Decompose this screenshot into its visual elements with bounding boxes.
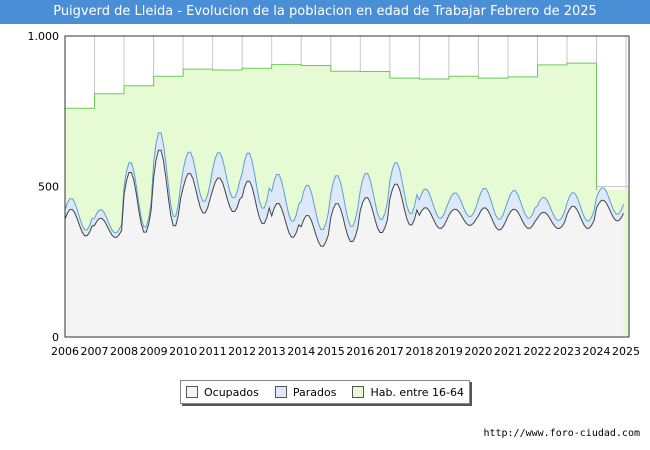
x-tick-label: 2016	[346, 345, 374, 358]
series-hab-line	[65, 62, 598, 190]
x-tick-label: 2021	[494, 345, 522, 358]
x-tick-label: 2023	[553, 345, 581, 358]
swatch-hab	[352, 386, 365, 398]
x-tick-label: 2008	[110, 345, 138, 358]
legend: Ocupados Parados Hab. entre 16-64	[180, 380, 470, 404]
legend-ocupados: Ocupados	[185, 385, 259, 399]
x-tick-label: 2020	[464, 345, 492, 358]
legend-parados: Parados	[274, 385, 337, 399]
legend-label-ocupados: Ocupados	[203, 385, 259, 399]
swatch-parados	[274, 386, 287, 398]
source-link[interactable]: http://www.foro-ciudad.com	[483, 428, 640, 439]
y-tick-label: 1.000	[28, 30, 60, 43]
series-ocupados-line	[64, 149, 625, 247]
swatch-ocupados	[185, 386, 198, 398]
x-tick-label: 2022	[523, 345, 551, 358]
series-parados-line	[64, 132, 625, 234]
series-ocupados-area	[65, 150, 624, 337]
x-tick-label: 2015	[317, 345, 345, 358]
x-tick-label: 2012	[228, 345, 256, 358]
x-tick-label: 2006	[51, 345, 79, 358]
plot-frame	[64, 35, 630, 338]
x-tick-label: 2025	[612, 345, 640, 358]
x-tick-label: 2011	[199, 345, 227, 358]
legend-hab: Hab. entre 16-64	[352, 386, 464, 399]
x-tick-label: 2014	[287, 345, 315, 358]
x-tick-label: 2017	[376, 345, 404, 358]
chart-title: Puigverd de Lleida - Evolucion de la pob…	[0, 0, 650, 24]
y-tick-label: 0	[52, 331, 59, 344]
legend-label-hab: Hab. entre 16-64	[370, 385, 464, 399]
x-tick-label: 2024	[583, 345, 611, 358]
legend-label-parados: Parados	[292, 385, 337, 399]
x-tick-label: 2010	[169, 345, 197, 358]
x-tick-label: 2019	[435, 345, 463, 358]
x-tick-label: 2009	[140, 345, 168, 358]
x-tick-label: 2007	[81, 345, 109, 358]
y-tick-label: 500	[38, 181, 59, 194]
x-tick-label: 2018	[405, 345, 433, 358]
x-tick-label: 2013	[258, 345, 286, 358]
area-layer	[64, 62, 629, 337]
